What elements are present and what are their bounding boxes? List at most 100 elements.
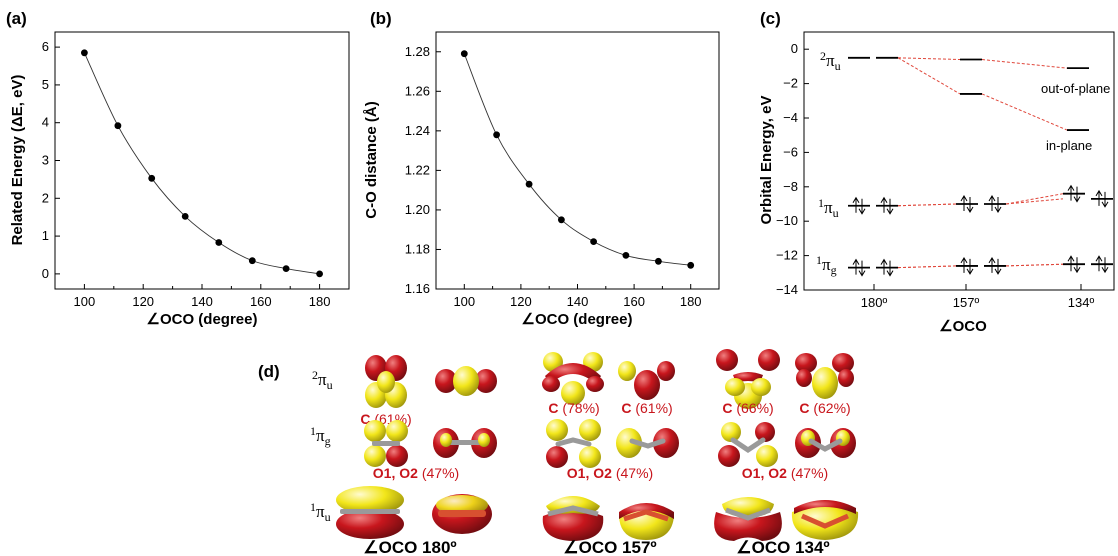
chart-a-xtick-label-0: 100 (74, 294, 96, 309)
isosurface-1pg-180-front (364, 420, 408, 467)
electron-up-1-2-0 (1067, 184, 1075, 201)
electron-up-2-0-1 (880, 258, 888, 275)
contribution-1pg-157: O1, O2 (47%) (567, 465, 653, 481)
isosurface-2pu-157-front (542, 352, 604, 405)
chart-b-ylabel: C-O distance (Å) (363, 101, 380, 219)
isosurface-1pg-157-side (616, 428, 679, 458)
chart-b-point-6 (655, 257, 662, 265)
chart-a-point-0 (81, 49, 88, 57)
dash-2pu-b-1 (981, 93, 1068, 131)
chart-c-ytick-label-6: −12 (776, 248, 798, 263)
chart-b-xtick-label-3: 160 (623, 294, 645, 309)
electron-up-2-1-0 (960, 256, 968, 273)
chart-a-xtick-label-3: 160 (250, 294, 272, 309)
electron-down-2-1-1 (994, 258, 1002, 275)
dash-1-a-1 (897, 203, 957, 207)
orbital-label-2pu-c: 2πu (820, 49, 841, 73)
dash-2pu-a-1 (897, 57, 961, 95)
electron-up-2-2-1 (1095, 255, 1103, 272)
chart-c-ytick-label-0: 0 (791, 41, 798, 56)
panel-label-b: (b) (370, 9, 392, 28)
chart-c-ytick-label-3: −6 (783, 144, 798, 159)
chart-b-point-7 (687, 261, 695, 269)
isosurface-1pg-157-front (546, 419, 601, 468)
dash-2-b-1 (1005, 263, 1064, 267)
chart-a-xlabel: ∠OCO (degree) (147, 311, 258, 328)
electron-down-2-1-0 (966, 258, 974, 275)
electron-up-2-2-0 (1067, 255, 1075, 272)
orbital-label-2pu-d: 2πu (312, 368, 333, 392)
chart-a-ytick-label-1: 1 (42, 228, 49, 243)
chart-b-ytick-label-5: 1.26 (405, 83, 430, 98)
dash-1-b-1 (1005, 198, 1064, 205)
chart-a-curve (83, 52, 320, 275)
isosurface-1pg-180-side (433, 428, 497, 458)
chart-a-point-3 (181, 213, 189, 220)
chart-b-ytick-label-2: 1.20 (405, 202, 430, 217)
chart-b-ytick-label-6: 1.28 (405, 44, 430, 59)
chart-b-point-0 (460, 50, 468, 58)
contribution-2pu-134-side: C (62%) (799, 400, 850, 416)
chart-c-frame (803, 31, 1115, 291)
dash-2-b-0 (1005, 263, 1064, 267)
orbital-label-1pg-d: 1πg (310, 424, 331, 448)
isosurface-2pu-134-front (716, 349, 780, 409)
electron-down-2-0-1 (886, 260, 894, 277)
chart-a-ytick-label-3: 3 (42, 153, 49, 168)
isosurface-1pu-180-side (432, 494, 492, 534)
chart-a-ytick-label-2: 2 (42, 190, 49, 205)
angle-caption-157: ∠OCO 157º (563, 538, 656, 556)
electron-up-1-2-1 (1095, 189, 1103, 206)
chart-b-ytick-label-4: 1.24 (405, 123, 430, 138)
chart-a-frame (54, 31, 350, 290)
chart-b-point-1 (493, 131, 500, 139)
panel-label-c: (c) (760, 9, 781, 28)
dash-2pu-b-0 (981, 59, 1068, 69)
isosurface-1pg-134-front (718, 422, 778, 467)
contribution-2pu-157-front: C (78%) (548, 400, 599, 416)
electron-down-1-0-0 (858, 198, 866, 215)
isosurface-1pu-157-side (619, 503, 674, 540)
electron-down-1-2-0 (1073, 186, 1081, 203)
dash-2pu-a-0 (897, 57, 961, 61)
chart-b-point-3 (558, 216, 565, 224)
orbital-label-1pu-d: 1πu (310, 500, 331, 524)
chart-b-xlabel: ∠OCO (degree) (522, 311, 633, 328)
chart-a-xtick-label-2: 140 (191, 294, 213, 309)
chart-c-ytick-label-2: −4 (783, 110, 798, 125)
panel-label-d: (d) (258, 362, 280, 381)
electron-up-1-1-0 (960, 195, 968, 211)
electron-up-2-1-1 (988, 256, 996, 273)
chart-b-xtick-label-0: 100 (453, 294, 475, 309)
angle-caption-134: ∠OCO 134º (736, 538, 829, 556)
chart-b: 100 120 140 160 180 1.16 1.18 1.20 1.22 1.24 1.26 1… (363, 31, 720, 328)
chart-c-xtick-label-0: 180º (861, 295, 888, 310)
electron-down-1-1-1 (994, 197, 1002, 213)
chart-b-xtick-label-1: 120 (510, 294, 532, 309)
chart-a-point-5 (248, 257, 256, 265)
isosurface-1pu-180-front (336, 486, 404, 539)
chart-a-point-2 (148, 174, 156, 182)
electron-down-2-2-0 (1073, 257, 1081, 274)
chart-b-xtick-label-4: 180 (680, 294, 702, 309)
chart-b-frame (435, 31, 720, 290)
dash-1-a-0 (897, 203, 957, 207)
chart-c-ytick-label-5: −10 (776, 213, 798, 228)
chart-b-point-4 (590, 238, 597, 246)
isosurface-1pg-134-side (795, 428, 856, 458)
chart-a-ytick-label-0: 0 (42, 266, 49, 281)
panel-label-a: (a) (6, 9, 27, 28)
isosurface-2pu-157-side (618, 361, 675, 400)
contribution-1pg-134: O1, O2 (47%) (742, 465, 828, 481)
dash-2-a-1 (897, 265, 957, 269)
chart-c-ytick-label-7: −14 (776, 282, 798, 297)
electron-up-1-0-1 (880, 196, 888, 213)
orbital-label-1pu-c: 1πu (818, 196, 839, 220)
contribution-2pu-134-front: C (66%) (722, 400, 773, 416)
dash-2-a-0 (897, 265, 957, 269)
electron-up-1-1-1 (988, 195, 996, 211)
chart-a-point-7 (316, 270, 323, 278)
electron-down-1-0-1 (886, 198, 894, 215)
chart-a-xtick-label-1: 120 (132, 294, 154, 309)
